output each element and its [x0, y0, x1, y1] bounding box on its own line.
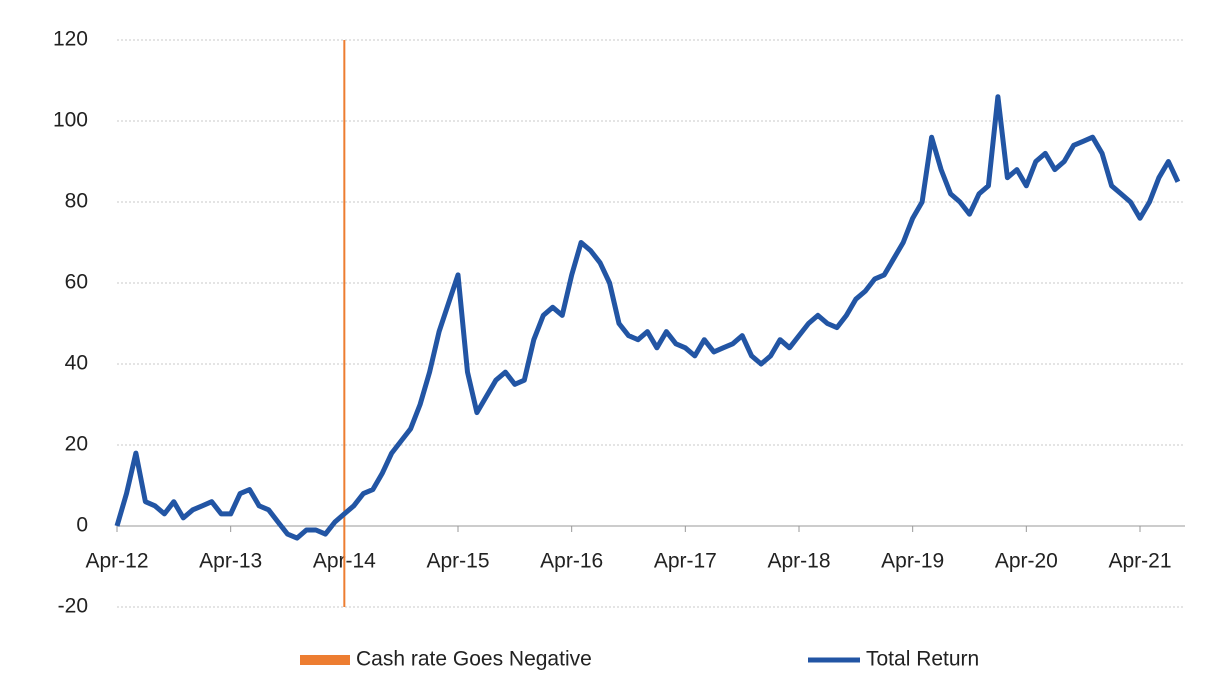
- y-tick-label: 120: [53, 28, 88, 51]
- x-tick-label: Apr-18: [767, 550, 830, 573]
- x-tick-label: Apr-12: [85, 550, 148, 573]
- y-tick-label: 20: [65, 433, 88, 456]
- y-tick-label: 40: [65, 352, 88, 375]
- legend-swatch: [300, 655, 350, 665]
- x-tick-label: Apr-16: [540, 550, 603, 573]
- x-tick-label: Apr-21: [1108, 550, 1171, 573]
- y-tick-label: 60: [65, 271, 88, 294]
- line-series: [114, 94, 1181, 541]
- legend-label: Cash rate Goes Negative: [356, 648, 592, 671]
- x-tick-label: Apr-15: [426, 550, 489, 573]
- x-tick-label: Apr-13: [199, 550, 262, 573]
- y-tick-label: 0: [76, 514, 88, 537]
- legend-label: Total Return: [866, 648, 979, 671]
- x-tick-label: Apr-17: [654, 550, 717, 573]
- x-tick-label: Apr-20: [995, 550, 1058, 573]
- y-tick-label: 80: [65, 190, 88, 213]
- x-tick-label: Apr-19: [881, 550, 944, 573]
- y-tick-label: -20: [58, 595, 88, 618]
- y-tick-label: 100: [53, 109, 88, 132]
